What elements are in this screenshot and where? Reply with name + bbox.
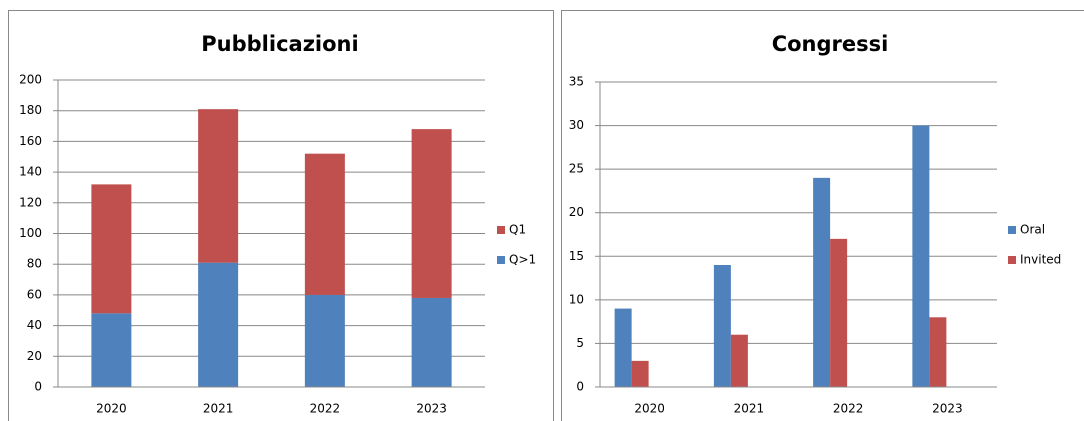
legend-label: Oral [1020,223,1045,237]
y-tick-label: 100 [19,226,42,240]
bar [813,177,831,387]
x-tick-label: 2023 [932,402,963,416]
bar-segment [304,294,345,387]
legend-swatch [1008,256,1016,264]
legend-swatch [497,226,505,234]
bar [912,125,930,388]
y-tick-label: 0 [576,380,584,394]
y-tick-label: 30 [569,118,584,132]
x-tick-label: 2023 [416,402,447,416]
y-tick-label: 35 [569,75,584,89]
x-tick-label: 2022 [310,402,341,416]
legend-swatch [497,256,505,264]
bar [631,360,649,387]
bar-segment [91,184,132,314]
legend-swatch [1008,226,1016,234]
y-tick-label: 25 [569,162,584,176]
x-tick-label: 2021 [203,402,234,416]
y-tick-label: 40 [27,318,42,332]
y-tick-label: 120 [19,195,42,209]
chart-title: Pubblicazioni [201,32,358,56]
legend-label: Invited [1020,253,1061,267]
bar [614,308,632,387]
bar-segment [304,153,345,295]
y-tick-label: 160 [19,134,42,148]
y-tick-label: 20 [27,349,42,363]
bar-segment [411,129,452,298]
bar-segment [198,109,239,263]
y-tick-label: 20 [569,205,584,219]
bar-segment [411,297,452,387]
bar-segment [198,262,239,387]
x-tick-label: 2020 [634,402,665,416]
y-tick-label: 5 [576,336,584,350]
legend-label: Q1 [509,223,526,237]
y-tick-label: 0 [34,380,42,394]
chart-title: Congressi [772,32,889,56]
y-tick-label: 180 [19,103,42,117]
x-tick-label: 2020 [96,402,127,416]
y-tick-label: 10 [569,292,584,306]
y-tick-label: 80 [27,257,42,271]
bar-segment [91,313,132,387]
legend-label: Q>1 [509,253,536,267]
y-tick-label: 140 [19,165,42,179]
chart-frame [8,10,554,421]
x-tick-label: 2022 [833,402,864,416]
bar [713,265,731,387]
bar [830,238,848,387]
bar [730,334,748,387]
y-tick-label: 15 [569,249,584,263]
y-tick-label: 60 [27,287,42,301]
y-tick-label: 200 [19,73,42,87]
bar [929,317,947,387]
x-tick-label: 2021 [734,402,765,416]
